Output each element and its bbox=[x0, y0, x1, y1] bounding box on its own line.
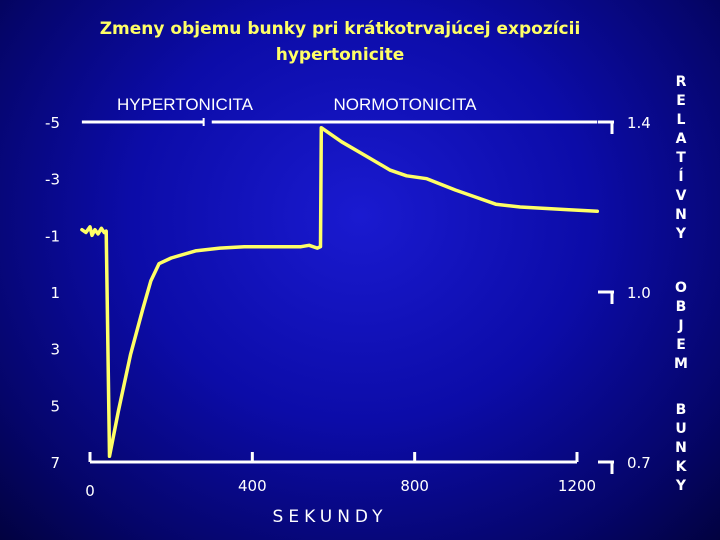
phase-label: HYPERTONICITA bbox=[117, 95, 254, 114]
right-label-letter-3: N bbox=[675, 440, 687, 456]
chart-title-line-2: hypertonicite bbox=[275, 45, 405, 65]
x-tick-label: 0 bbox=[85, 482, 95, 500]
right-label-letter-2: O bbox=[675, 280, 687, 296]
right-label-letter-1: L bbox=[677, 112, 686, 128]
y-tick-label-right: 0.7 bbox=[627, 454, 651, 472]
y-tick-label-left: -3 bbox=[45, 171, 60, 189]
right-label-letter-2: M bbox=[674, 356, 688, 372]
y-tick-label-right: 1.4 bbox=[627, 114, 651, 132]
right-label-letter-1: Í bbox=[678, 168, 683, 185]
y-tick-label-left: 5 bbox=[50, 397, 60, 415]
x-tick-label: 400 bbox=[238, 477, 267, 495]
y-tick-label-left: 1 bbox=[50, 284, 60, 302]
y-tick-label-left: 3 bbox=[50, 341, 60, 359]
right-label-letter-1: T bbox=[676, 150, 686, 166]
right-label-letter-2: B bbox=[676, 299, 687, 315]
right-label-letter-1: N bbox=[675, 207, 687, 223]
y-tick-label-right: 1.0 bbox=[627, 284, 651, 302]
x-tick-label: 1200 bbox=[558, 477, 596, 495]
y-tick-label-left: 7 bbox=[50, 454, 60, 472]
right-label-letter-1: A bbox=[676, 131, 687, 147]
x-tick-label: 800 bbox=[400, 477, 429, 495]
y-tick-label-left: -5 bbox=[45, 114, 60, 132]
y-tick-label-left: -1 bbox=[45, 227, 60, 245]
right-label-letter-3: B bbox=[676, 402, 687, 418]
chart-title-line-1: Zmeny objemu bunky pri krátkotrvajúcej e… bbox=[99, 19, 581, 39]
right-label-letter-3: K bbox=[676, 459, 688, 475]
chart-title: Zmeny objemu bunky pri krátkotrvajúcej e… bbox=[60, 16, 620, 68]
right-label-letter-3: Y bbox=[675, 478, 687, 494]
phase-label: NORMOTONICITA bbox=[334, 95, 478, 114]
right-label-letter-3: U bbox=[675, 421, 686, 437]
right-label-letter-2: J bbox=[677, 318, 683, 334]
series-line bbox=[80, 125, 600, 459]
right-label-letter-1: V bbox=[676, 188, 687, 204]
right-label-letter-1: E bbox=[676, 93, 686, 109]
right-label-letter-2: E bbox=[676, 337, 686, 353]
right-label-letter-1: R bbox=[676, 74, 687, 90]
right-label-letter-1: Y bbox=[675, 226, 687, 242]
x-axis-title: SEKUNDY bbox=[273, 507, 388, 527]
